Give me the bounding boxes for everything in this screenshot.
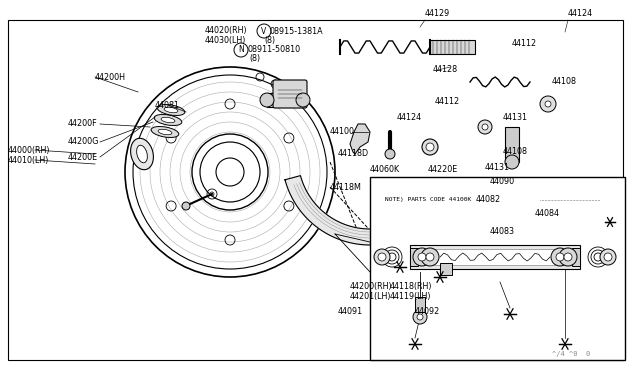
Text: (8): (8) <box>264 35 276 45</box>
Circle shape <box>478 120 492 134</box>
Text: 44128: 44128 <box>433 65 458 74</box>
Circle shape <box>418 253 426 261</box>
Text: 08915-1381A: 08915-1381A <box>270 26 324 35</box>
Bar <box>415 297 425 312</box>
Bar <box>370 177 625 360</box>
Polygon shape <box>350 124 370 154</box>
Text: 44200F: 44200F <box>68 119 98 128</box>
Circle shape <box>564 253 572 261</box>
Text: 44090: 44090 <box>490 177 515 186</box>
Circle shape <box>234 43 248 57</box>
Text: 44200(RH): 44200(RH) <box>350 282 392 292</box>
Circle shape <box>551 248 569 266</box>
Text: 44100: 44100 <box>330 128 355 137</box>
Text: 44030(LH): 44030(LH) <box>205 35 246 45</box>
Circle shape <box>421 248 439 266</box>
Circle shape <box>422 139 438 155</box>
Text: 44108: 44108 <box>503 148 528 157</box>
Circle shape <box>482 124 488 130</box>
Text: 44200H: 44200H <box>95 73 126 81</box>
Circle shape <box>385 149 395 159</box>
Circle shape <box>378 253 386 261</box>
Circle shape <box>426 253 434 261</box>
Text: 44020(RH): 44020(RH) <box>205 26 248 35</box>
Bar <box>410 245 580 269</box>
Circle shape <box>426 143 434 151</box>
Circle shape <box>556 253 564 261</box>
Ellipse shape <box>157 105 185 115</box>
Text: 44108: 44108 <box>552 77 577 87</box>
Ellipse shape <box>164 107 178 113</box>
Circle shape <box>545 101 551 107</box>
Circle shape <box>600 249 616 265</box>
Circle shape <box>604 253 612 261</box>
Text: V: V <box>261 26 267 35</box>
Circle shape <box>540 96 556 112</box>
Ellipse shape <box>131 138 154 170</box>
Text: 44083: 44083 <box>490 228 515 237</box>
Text: 44112: 44112 <box>512 39 537 48</box>
Text: 44131: 44131 <box>503 112 528 122</box>
Circle shape <box>257 24 271 38</box>
Bar <box>505 127 519 162</box>
Bar <box>430 40 475 54</box>
Text: 44124: 44124 <box>397 112 422 122</box>
Circle shape <box>296 93 310 107</box>
Bar <box>440 263 452 275</box>
Circle shape <box>413 248 431 266</box>
Bar <box>410 248 418 266</box>
Text: 44200E: 44200E <box>68 153 98 161</box>
Ellipse shape <box>136 145 147 163</box>
FancyBboxPatch shape <box>273 80 307 108</box>
Text: 44081: 44081 <box>155 100 180 109</box>
Text: 44010(LH): 44010(LH) <box>8 155 49 164</box>
Text: 44118M: 44118M <box>330 183 362 192</box>
Text: NOTE) PARTS CODE 44100K: NOTE) PARTS CODE 44100K <box>385 198 471 202</box>
Circle shape <box>559 248 577 266</box>
Bar <box>267 93 303 107</box>
Circle shape <box>182 202 190 210</box>
Text: ^/4 ^0  0: ^/4 ^0 0 <box>552 351 590 357</box>
Text: 44200G: 44200G <box>68 138 99 147</box>
Circle shape <box>417 314 423 320</box>
Text: 44118(RH): 44118(RH) <box>390 282 433 292</box>
Text: 44124: 44124 <box>568 10 593 19</box>
Text: 44091: 44091 <box>338 308 363 317</box>
Circle shape <box>260 93 274 107</box>
Text: (8): (8) <box>250 55 260 64</box>
Text: 44084: 44084 <box>535 209 560 218</box>
Bar <box>415 249 575 265</box>
Text: 44060K: 44060K <box>370 166 400 174</box>
Text: N: N <box>238 45 244 55</box>
Text: 44201(LH): 44201(LH) <box>350 292 392 301</box>
Polygon shape <box>285 176 452 245</box>
Text: 44129: 44129 <box>425 10 451 19</box>
Bar <box>572 248 580 266</box>
Text: 44118D: 44118D <box>338 150 369 158</box>
Text: 44131: 44131 <box>485 163 510 171</box>
Text: 44082: 44082 <box>476 196 501 205</box>
Ellipse shape <box>161 117 175 123</box>
Text: 44112: 44112 <box>435 97 460 106</box>
Text: 08911-50810: 08911-50810 <box>248 45 301 55</box>
Circle shape <box>505 155 519 169</box>
Text: 44220E: 44220E <box>428 166 458 174</box>
Text: 44092: 44092 <box>415 308 440 317</box>
Text: 44000(RH): 44000(RH) <box>8 145 51 154</box>
Circle shape <box>374 249 390 265</box>
Circle shape <box>413 310 427 324</box>
Ellipse shape <box>154 115 182 125</box>
Ellipse shape <box>158 129 172 135</box>
Ellipse shape <box>151 126 179 138</box>
Text: 44119(LH): 44119(LH) <box>390 292 431 301</box>
